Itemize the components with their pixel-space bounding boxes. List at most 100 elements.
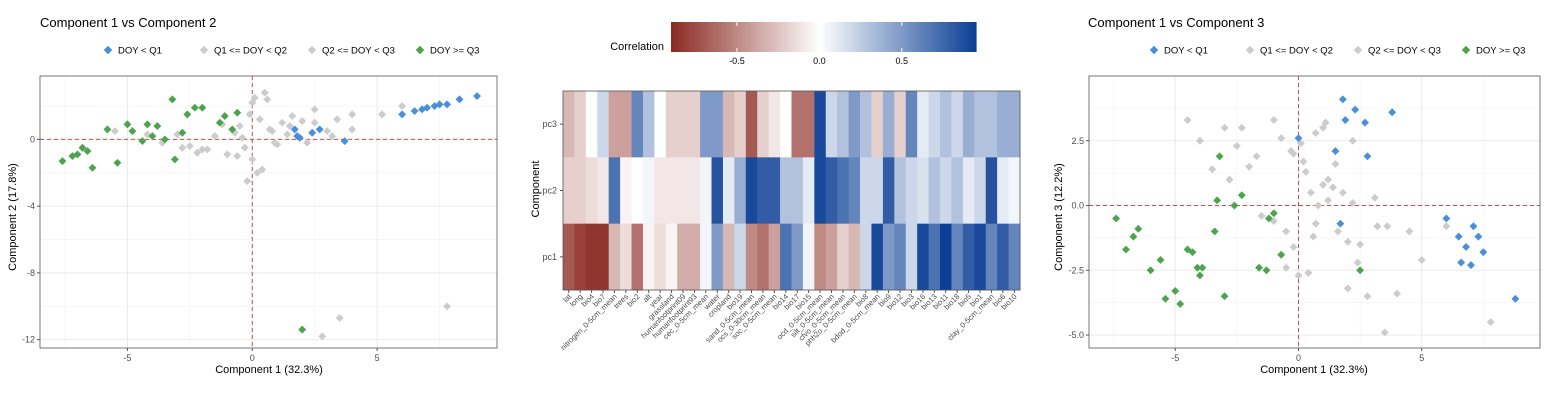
colorbar-segment	[879, 22, 883, 52]
point-q2-doy-q3	[398, 102, 407, 110]
colorbar-segment	[881, 22, 886, 52]
colorbar-segment	[915, 22, 919, 52]
colorbar-segment	[671, 22, 675, 52]
scatter-panel-pc1-pc3: Component 1 vs Component 3 DOY < Q1 Q1 <=…	[1053, 15, 1541, 376]
legend-label-doy-q1: DOY < Q1	[118, 46, 162, 57]
heat-cell-pc1-year	[654, 223, 667, 291]
point-q2-doy-q3	[310, 118, 319, 127]
colorbar-segment	[790, 22, 794, 52]
colorbar-segment	[714, 22, 718, 52]
heat-cell-pc3-bio19	[734, 91, 747, 158]
point-doy-q3	[190, 103, 199, 112]
point-q1-doy-q2	[1324, 196, 1333, 205]
colorbar-segment	[734, 22, 738, 52]
heat-cell-pc3-bio7	[597, 91, 610, 158]
point-doy-q3	[1220, 292, 1229, 301]
point-q1-doy-q2	[278, 118, 287, 127]
point-doy-q3	[1171, 287, 1180, 295]
point-q1-doy-q2	[223, 150, 232, 159]
colorbar-segment	[970, 22, 975, 52]
heat-cell-pc1-alt	[642, 223, 655, 291]
point-doy-q3	[1134, 224, 1143, 233]
heat-cell-pc2-grassland	[665, 157, 678, 225]
colorbar-segment	[765, 22, 769, 52]
chart-title: Component 1 vs Component 3	[1088, 15, 1264, 30]
colorbar-segment	[833, 22, 837, 52]
colorbar-segment	[676, 22, 680, 52]
heat-cell-pc2-humanfootprint09	[677, 157, 690, 225]
colorbar-segment	[909, 22, 914, 52]
point-doy-q3	[1237, 191, 1246, 200]
colorbar-segment	[787, 22, 792, 52]
heat-cell-pc2-year	[654, 157, 667, 225]
heat-cell-pc1-bio12	[894, 223, 907, 291]
colorbar-segment	[701, 22, 705, 52]
legend-key-q2-doy-q3	[307, 45, 317, 55]
y-tick-label: -5.0	[1068, 330, 1084, 340]
point-doy-q1	[1336, 219, 1345, 228]
heat-cell-pc1-bio13	[928, 223, 941, 291]
heat-cell-pc2-bio7	[597, 157, 610, 225]
heat-cell-pc1-cec-0-5cm-mean	[700, 223, 712, 291]
point-q1-doy-q2	[248, 155, 257, 164]
colorbar-segment	[930, 22, 934, 52]
point-q2-doy-q3	[1356, 240, 1365, 249]
point-doy-q1	[410, 107, 419, 116]
heat-cell-pc3-sand-0-5cm-mean	[745, 91, 758, 158]
heat-cell-pc1-bio14	[780, 223, 792, 291]
colorbar-segment	[803, 22, 807, 52]
colorbar-segment	[960, 22, 964, 52]
heatmap-grid: pc3pc2pc1latlongbio4bio7nitrogen_0-5cm_m…	[542, 90, 1021, 352]
heat-cell-pc2-ocs-0-30cm-mean	[757, 157, 770, 225]
point-q1-doy-q2	[1353, 258, 1362, 267]
heat-cell-pc3-phh2o-0-5cm-mean	[848, 91, 861, 158]
colorbar-segment	[927, 22, 931, 52]
colorbar-segment	[869, 22, 873, 52]
heat-cell-pc1-ocd-0-5cm-mean	[814, 223, 827, 291]
point-q1-doy-q2	[255, 115, 264, 124]
colorbar-segment	[848, 22, 853, 52]
heat-cell-pc1-cropland	[722, 223, 735, 291]
point-q1-doy-q2	[310, 105, 319, 114]
heat-cell-pc2-soc-0-5cm-mean	[768, 157, 781, 225]
heat-cell-pc3-bio16	[917, 91, 929, 158]
colorbar-title: Correlation	[610, 41, 664, 53]
colorbar-segment	[805, 22, 809, 52]
colorbar-segment	[955, 22, 959, 52]
heat-cell-pc2-bio6	[997, 157, 1009, 225]
heat-cell-pc1-water	[711, 223, 724, 291]
point-doy-q3	[138, 137, 147, 146]
colorbar-segment	[767, 22, 771, 52]
heat-cell-pc1-bio2	[631, 223, 644, 291]
colorbar-segment	[907, 22, 911, 52]
heat-cell-pc1-sand-0-5cm-mean	[745, 223, 758, 291]
colorbar-segment	[698, 22, 703, 52]
heat-cell-pc1-cfvo-0-5cm-mean	[837, 223, 850, 291]
colorbar-segment	[942, 22, 947, 52]
colorbar-segment	[854, 22, 858, 52]
colorbar-segment	[683, 22, 687, 52]
point-q1-doy-q2	[1329, 183, 1337, 192]
point-doy-q3	[170, 155, 179, 164]
point-doy-q3	[123, 120, 132, 129]
heat-cell-pc2-bio9	[882, 157, 895, 225]
heat-cell-pc1-bio7	[597, 223, 610, 291]
point-doy-q1	[1361, 118, 1369, 127]
colorbar-segment	[925, 22, 929, 52]
heat-cell-pc1-clay-0-5cm-mean	[985, 223, 998, 291]
heat-cell-pc1-bio9	[882, 223, 895, 291]
legend: DOY < Q1 Q1 <= DOY < Q2 Q2 <= DOY < Q3 DOY …	[1149, 46, 1525, 57]
heat-cell-pc2-water	[711, 157, 724, 225]
colorbar-segment	[793, 22, 797, 52]
heat-cell-pc3-year	[654, 91, 667, 158]
colorbar-segment	[757, 22, 761, 52]
point-q2-doy-q3	[1237, 123, 1246, 132]
point-doy-q3	[215, 118, 224, 127]
legend-key-doy-q3	[415, 45, 425, 55]
point-doy-q1	[308, 128, 317, 137]
heat-cell-pc1-bio19	[734, 223, 747, 291]
point-q1-doy-q2	[193, 148, 202, 157]
point-q2-doy-q3	[1294, 271, 1303, 280]
heat-cell-pc2-humanfootprint93	[688, 157, 701, 225]
point-q2-doy-q3	[238, 133, 247, 142]
